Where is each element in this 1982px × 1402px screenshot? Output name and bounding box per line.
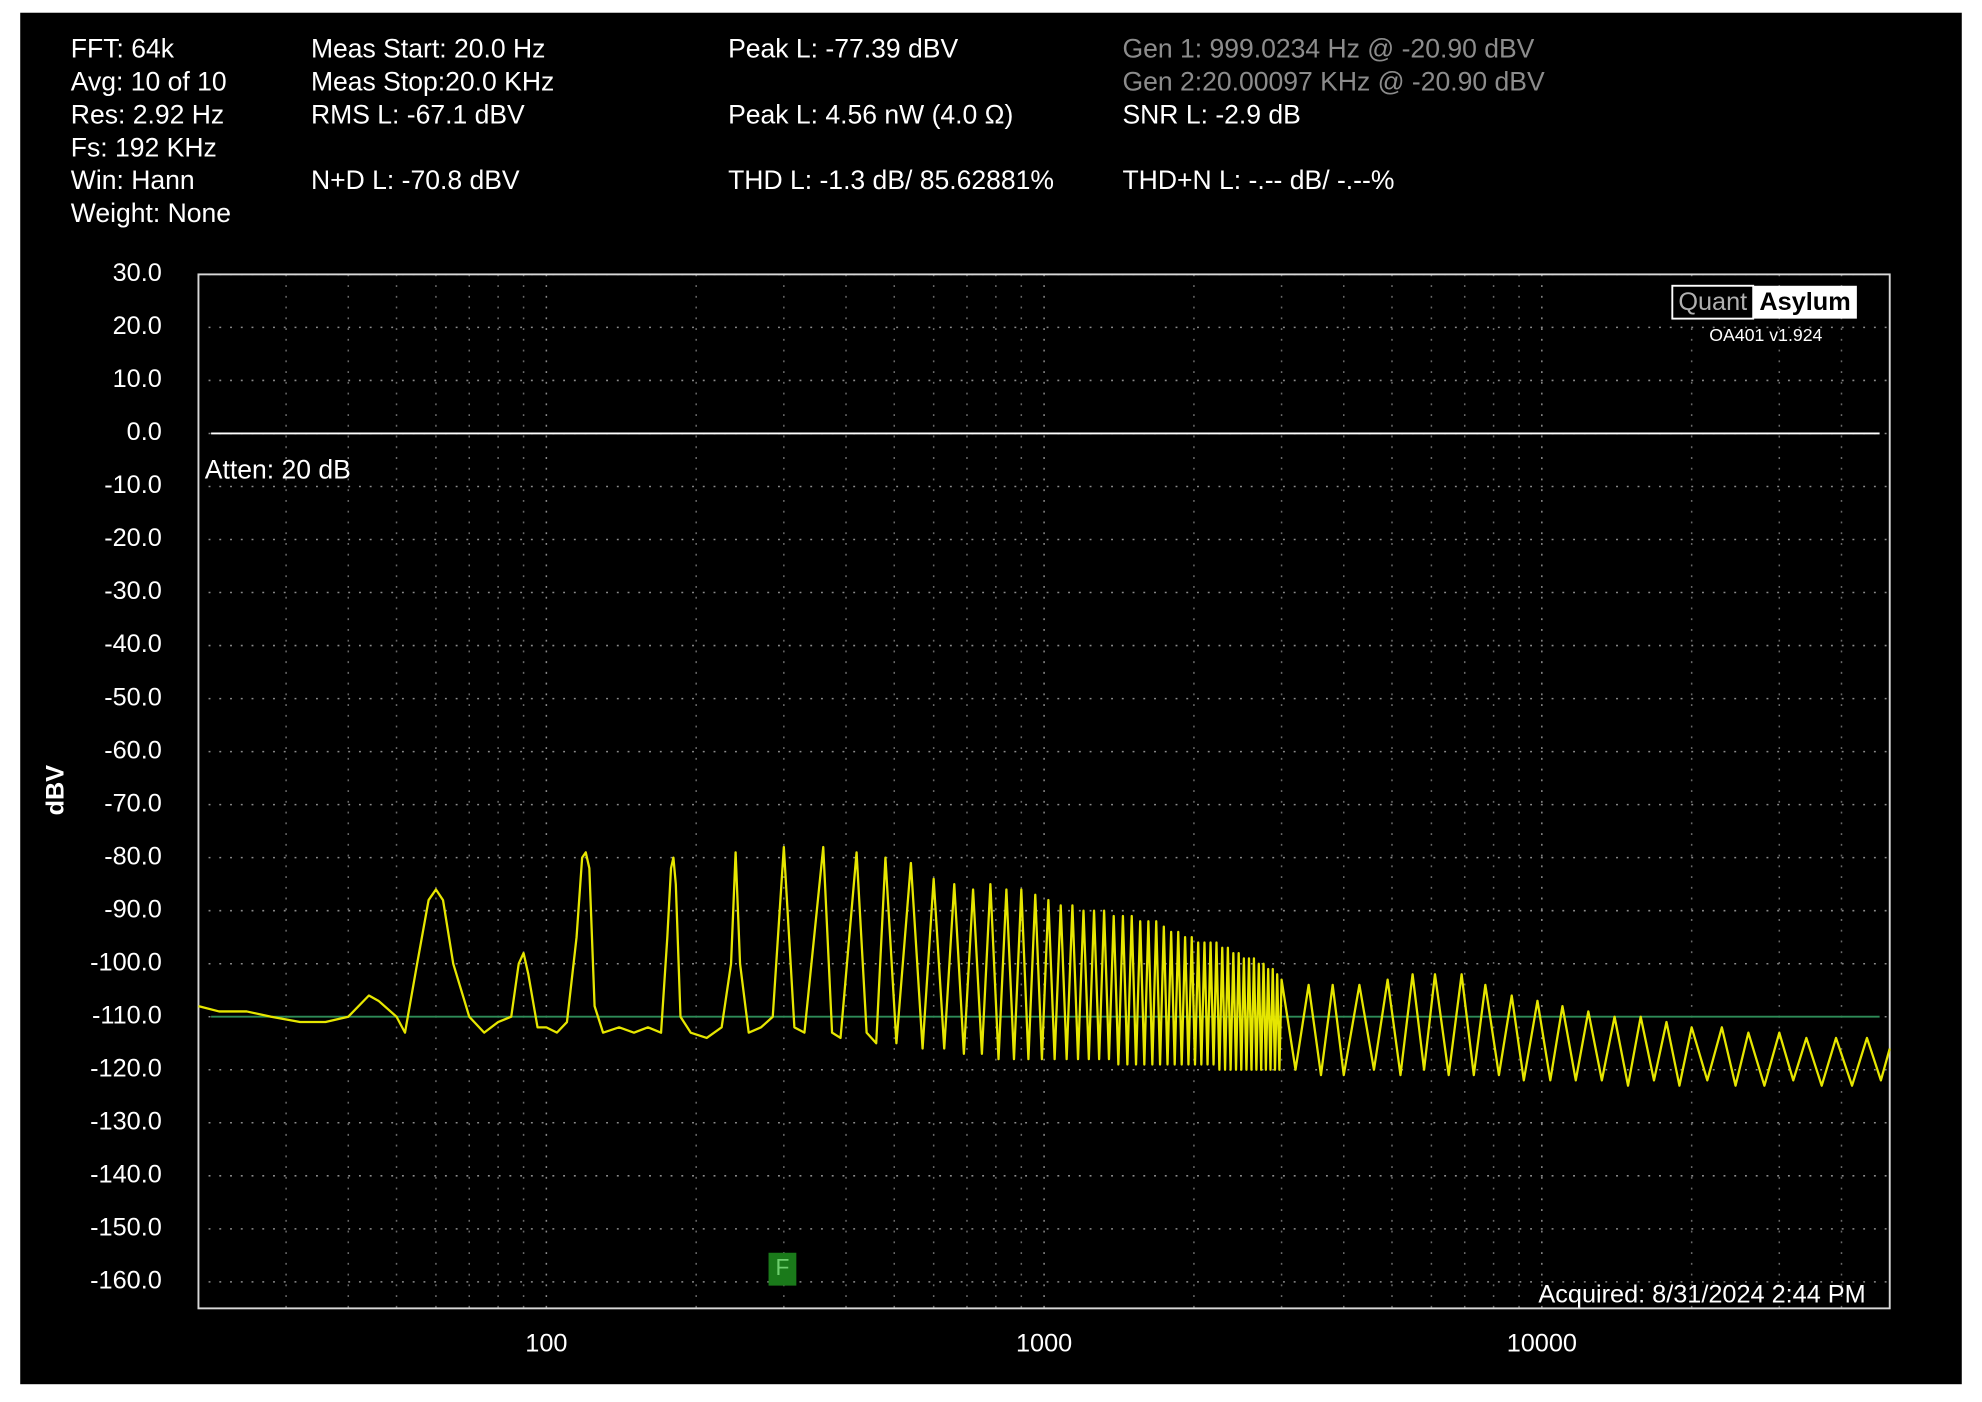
y-tick-label: -40.0 bbox=[104, 630, 162, 658]
stat-text: Fs: 192 KHz bbox=[71, 132, 217, 162]
y-tick-label: -10.0 bbox=[104, 471, 162, 499]
logo-text: Asylum bbox=[1759, 288, 1850, 316]
y-tick-label: -110.0 bbox=[92, 1001, 162, 1029]
stat-text: Gen 1: 999.0234 Hz @ -20.90 dBV bbox=[1122, 34, 1534, 64]
marker-box bbox=[768, 1252, 797, 1286]
atten-label: Atten: 20 dB bbox=[205, 455, 351, 485]
stat-text: Win: Hann bbox=[71, 165, 195, 195]
stat-text: FFT: 64k bbox=[71, 34, 175, 64]
y-tick-label: -100.0 bbox=[90, 948, 162, 976]
y-tick-label: -80.0 bbox=[104, 842, 162, 870]
logo-box bbox=[1753, 285, 1857, 319]
x-tick-label: 10000 bbox=[1507, 1330, 1577, 1358]
marker-label: F bbox=[775, 1254, 789, 1280]
stat-text: SNR L: -2.9 dB bbox=[1122, 99, 1300, 129]
y-axis-label: dBV bbox=[42, 765, 70, 816]
y-tick-label: 0.0 bbox=[127, 418, 162, 446]
x-tick-label: 100 bbox=[525, 1330, 567, 1358]
y-tick-label: -90.0 bbox=[104, 895, 162, 923]
spectrum-line bbox=[198, 845, 1891, 1087]
y-tick-label: -50.0 bbox=[104, 683, 162, 711]
y-tick-label: -140.0 bbox=[90, 1160, 162, 1188]
stat-text: Gen 2:20.00097 KHz @ -20.90 dBV bbox=[1122, 67, 1545, 97]
y-tick-label: -120.0 bbox=[90, 1054, 162, 1082]
logo-box bbox=[1671, 284, 1755, 320]
stat-text: Peak L: -77.39 dBV bbox=[728, 34, 958, 64]
logo-text: Quant bbox=[1678, 288, 1747, 316]
stat-text: THD L: -1.3 dB/ 85.62881% bbox=[728, 165, 1054, 195]
stat-text: N+D L: -70.8 dBV bbox=[311, 165, 520, 195]
stat-text: Res: 2.92 Hz bbox=[71, 99, 224, 129]
y-tick-label: -150.0 bbox=[90, 1214, 162, 1242]
x-tick-label: 1000 bbox=[1016, 1330, 1072, 1358]
y-tick-label: 30.0 bbox=[113, 259, 162, 287]
stat-text: Meas Stop:20.0 KHz bbox=[311, 67, 554, 97]
y-tick-label: 10.0 bbox=[113, 365, 162, 393]
y-tick-label: -130.0 bbox=[90, 1107, 162, 1135]
stat-text: Meas Start: 20.0 Hz bbox=[311, 34, 545, 64]
stat-text: Avg: 10 of 10 bbox=[71, 67, 227, 97]
y-tick-label: 20.0 bbox=[113, 312, 162, 340]
y-tick-label: -30.0 bbox=[104, 577, 162, 605]
logo-version: OA401 v1.924 bbox=[1709, 325, 1822, 345]
stat-text: Weight: None bbox=[71, 198, 231, 228]
y-tick-label: -20.0 bbox=[104, 524, 162, 552]
y-tick-label: -160.0 bbox=[90, 1267, 162, 1295]
stat-text: THD+N L: -.-- dB/ -.--% bbox=[1122, 165, 1394, 195]
stat-text: RMS L: -67.1 dBV bbox=[311, 99, 525, 129]
y-tick-label: -70.0 bbox=[104, 789, 162, 817]
y-tick-label: -60.0 bbox=[104, 736, 162, 764]
stat-text: Peak L: 4.56 nW (4.0 Ω) bbox=[728, 99, 1013, 129]
acquired-label: Acquired: 8/31/2024 2:44 PM bbox=[1538, 1280, 1865, 1308]
plot-border bbox=[197, 273, 1891, 1310]
